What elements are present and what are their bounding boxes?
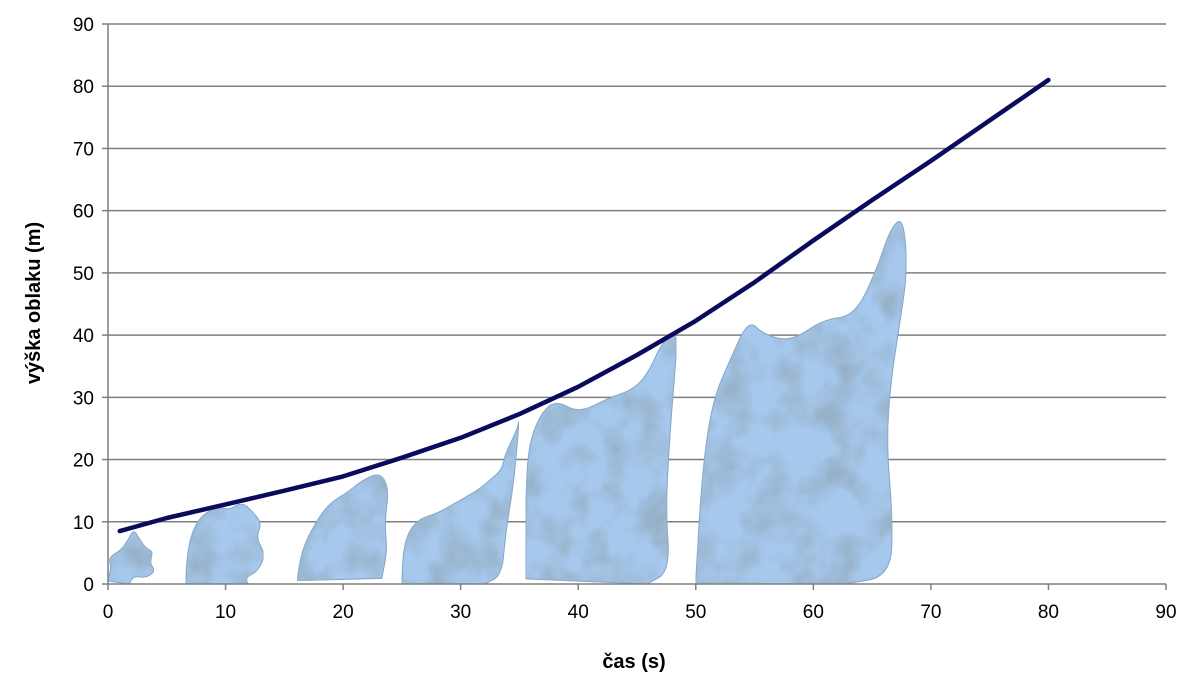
- y-tick-labels: 0 10 20 30 40 50 60 70 80 90: [73, 15, 94, 596]
- smoke-cloud-icon: [401, 421, 520, 585]
- y-axis-title: výška oblaku (m): [23, 222, 45, 384]
- smoke-cloud-icon: [185, 503, 264, 585]
- y-tick-label: 90: [73, 15, 94, 36]
- x-tick-label: 0: [103, 602, 114, 623]
- y-tick-label: 70: [73, 139, 94, 160]
- y-tick-label: 60: [73, 202, 94, 223]
- smoke-cloud-icon: [525, 333, 677, 585]
- y-tick-label: 0: [83, 575, 94, 596]
- x-tick-label: 50: [685, 602, 706, 623]
- y-tick-label: 10: [73, 513, 94, 534]
- cloud-illustrations: [106, 221, 907, 585]
- x-tick-label: 40: [568, 602, 589, 623]
- x-axis-title: čas (s): [602, 651, 665, 673]
- x-tick-labels: 0 10 20 30 40 50 60 70 80 90: [103, 602, 1177, 623]
- smoke-cloud-icon: [695, 221, 907, 585]
- y-tick-label: 30: [73, 388, 94, 409]
- y-tick-label: 50: [73, 264, 94, 285]
- x-tick-label: 60: [803, 602, 824, 623]
- x-tick-label: 10: [215, 602, 236, 623]
- y-tick-label: 20: [73, 451, 94, 472]
- x-tick-label: 80: [1038, 602, 1059, 623]
- x-tick-label: 90: [1155, 602, 1176, 623]
- x-tick-label: 30: [450, 602, 471, 623]
- axes: [102, 23, 1167, 590]
- smoke-cloud-icon: [106, 531, 155, 585]
- x-tick-label: 20: [333, 602, 354, 623]
- x-tick-label: 70: [920, 602, 941, 623]
- smoke-cloud-icon: [296, 474, 389, 582]
- y-tick-label: 80: [73, 77, 94, 98]
- gridlines: [108, 23, 1166, 523]
- y-tick-label: 40: [73, 326, 94, 347]
- data-series: [117, 77, 1051, 534]
